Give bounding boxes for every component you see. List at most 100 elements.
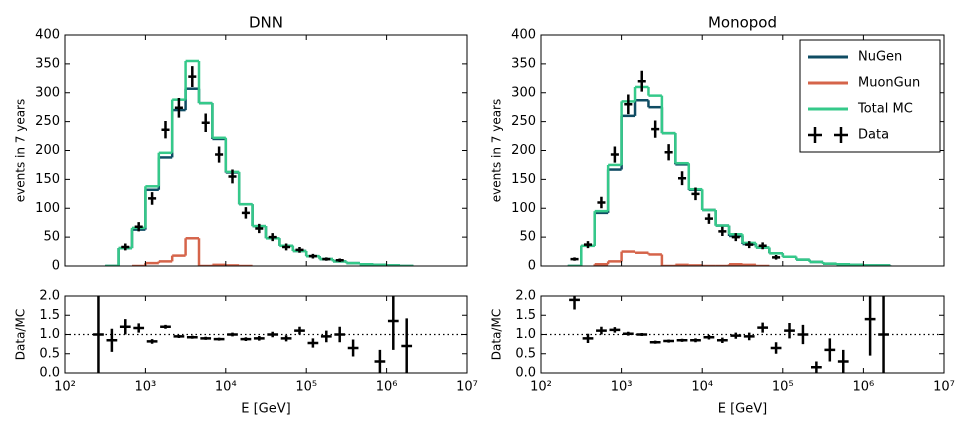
data-errorbar [200, 336, 212, 340]
x-tick-label: 10⁴ [691, 380, 713, 395]
data-errorbar [227, 332, 238, 337]
data-errorbar [864, 296, 876, 356]
y-tick-label: 1.5 [515, 308, 536, 323]
x-tick-label: 10⁶ [376, 380, 398, 395]
data-errorbar [757, 322, 769, 333]
data-errorbar [401, 318, 413, 373]
y-tick-label: 1.5 [39, 308, 60, 323]
y-tick-label: 0.5 [515, 346, 536, 361]
data-errorbar [570, 257, 579, 261]
data-errorbar [596, 326, 607, 335]
data-errorbar [134, 222, 143, 232]
axes-frame [540, 34, 945, 267]
y-axis-label: Data/MC [490, 309, 504, 360]
data-errorbar [610, 146, 619, 163]
data-errorbar [241, 207, 250, 219]
y-tick-label: 1.0 [515, 327, 536, 342]
data-errorbar [160, 324, 171, 329]
y-tick-label: 0 [528, 259, 536, 274]
legend-marker [808, 127, 848, 143]
data-errorbar [770, 342, 782, 354]
x-tick-label: 10³ [135, 380, 157, 395]
data-errorbar [322, 257, 331, 261]
y-tick-label: 350 [511, 56, 536, 71]
step-connector [144, 238, 241, 266]
data-errorbar [649, 340, 661, 344]
step-connector [117, 88, 402, 266]
data-errorbar [201, 113, 210, 133]
data-errorbar [582, 333, 594, 343]
x-tick-label: 10² [530, 380, 552, 395]
x-axis-label: E [GeV] [718, 402, 767, 417]
data-errorbar [347, 339, 359, 357]
x-tick-label: 10⁴ [215, 380, 237, 395]
data-errorbar [268, 233, 277, 242]
data-errorbar [837, 349, 849, 373]
y-tick-label: 2.0 [39, 289, 60, 304]
y-tick-label: 150 [35, 172, 60, 187]
data-errorbar [651, 120, 660, 138]
data-errorbar [188, 66, 197, 87]
x-axis-label: E [GeV] [241, 402, 290, 417]
data-errorbar [811, 361, 822, 373]
data-errorbar [758, 242, 767, 250]
data-errorbar [121, 243, 130, 251]
data-errorbar [878, 296, 889, 373]
data-errorbar [772, 255, 781, 260]
x-tick-label: 10⁵ [295, 380, 317, 395]
data-errorbar [240, 337, 252, 342]
data-errorbar [704, 213, 713, 224]
x-tick-label: 10⁶ [853, 380, 875, 395]
y-tick-label: 150 [511, 172, 536, 187]
y-tick-label: 250 [511, 114, 536, 129]
y-tick-label: 100 [35, 201, 60, 216]
plot-area [65, 296, 467, 373]
x-tick-label: 10² [54, 380, 76, 395]
step-connector [117, 60, 402, 266]
data-errorbar [308, 253, 317, 259]
step-connector [593, 251, 758, 266]
data-errorbar [569, 296, 580, 310]
data-errorbar [622, 331, 634, 336]
data-errorbar [186, 335, 198, 339]
data-errorbar [716, 337, 728, 343]
data-errorbar [824, 338, 836, 362]
panel-title: Monopod [708, 14, 777, 32]
y-tick-label: 0 [52, 259, 60, 274]
data-errorbar [731, 233, 740, 242]
data-errorbar [213, 337, 225, 341]
data-errorbar [743, 332, 755, 341]
y-tick-label: 100 [511, 201, 536, 216]
y-tick-label: 400 [511, 28, 536, 43]
data-errorbar [676, 338, 688, 342]
data-errorbar [690, 338, 701, 343]
y-tick-label: 200 [35, 143, 60, 158]
data-errorbar [745, 241, 754, 249]
y-tick-label: 300 [35, 85, 60, 100]
data-errorbar [307, 338, 319, 348]
legend-label: Data [858, 128, 889, 143]
y-tick-label: 50 [43, 230, 60, 245]
data-errorbar [228, 169, 237, 184]
data-errorbar [253, 336, 265, 341]
data-errorbar [174, 97, 183, 118]
y-tick-label: 0.0 [39, 366, 60, 381]
data-errorbar [583, 241, 593, 249]
data-errorbar [148, 192, 157, 205]
data-errorbar [119, 319, 131, 335]
panel-title: DNN [249, 14, 283, 32]
data-errorbar [282, 243, 291, 251]
data-errorbar [678, 171, 687, 186]
legend-label: NuGen [858, 50, 902, 65]
x-tick-label: 10⁵ [772, 380, 794, 395]
axes-frame [64, 34, 468, 267]
data-errorbar [93, 296, 104, 373]
axes-frame [64, 295, 468, 374]
y-tick-label: 250 [35, 114, 60, 129]
y-tick-label: 350 [35, 56, 60, 71]
plot-area [105, 59, 414, 266]
data-errorbar [718, 226, 727, 236]
y-axis-label: events in 7 years [14, 99, 28, 202]
data-errorbar [609, 327, 621, 333]
